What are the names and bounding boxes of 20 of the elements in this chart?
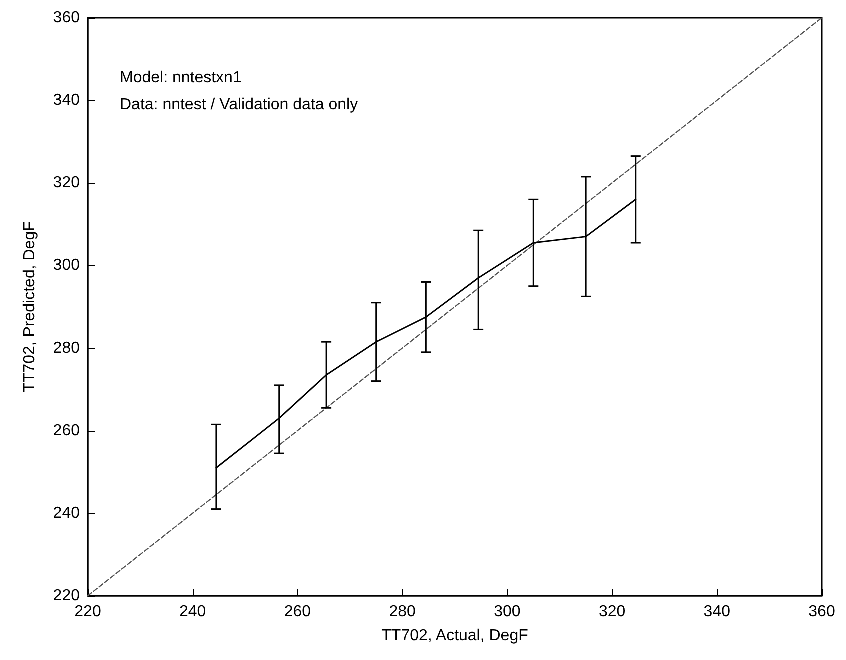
y-tick-label: 240: [53, 504, 80, 522]
annotation: Data: nntest / Validation data only: [120, 96, 358, 114]
y-tick-label: 360: [53, 10, 80, 26]
annotation: Model: nntestxn1: [120, 70, 242, 86]
x-tick-label: 280: [389, 604, 416, 620]
x-tick-label: 320: [598, 604, 626, 620]
y-tick-label: 260: [53, 422, 80, 440]
x-axis-title: TT702, Actual, DegF: [382, 628, 529, 644]
x-tick-label: 340: [704, 604, 731, 620]
x-tick-label: 260: [284, 604, 312, 620]
y-tick-label: 220: [53, 588, 80, 604]
y-tick-label: 320: [53, 174, 80, 192]
y-tick-label: 340: [53, 92, 80, 110]
y-axis-title: TT702, Predicted, DegF: [22, 221, 38, 392]
y-tick-label: 300: [53, 257, 80, 274]
x-tick-label: 220: [74, 604, 102, 620]
y-tick-label: 280: [53, 340, 80, 357]
x-tick-label: 240: [180, 604, 206, 620]
x-tick-label: 300: [494, 604, 521, 620]
x-tick-label: 360: [808, 604, 836, 620]
